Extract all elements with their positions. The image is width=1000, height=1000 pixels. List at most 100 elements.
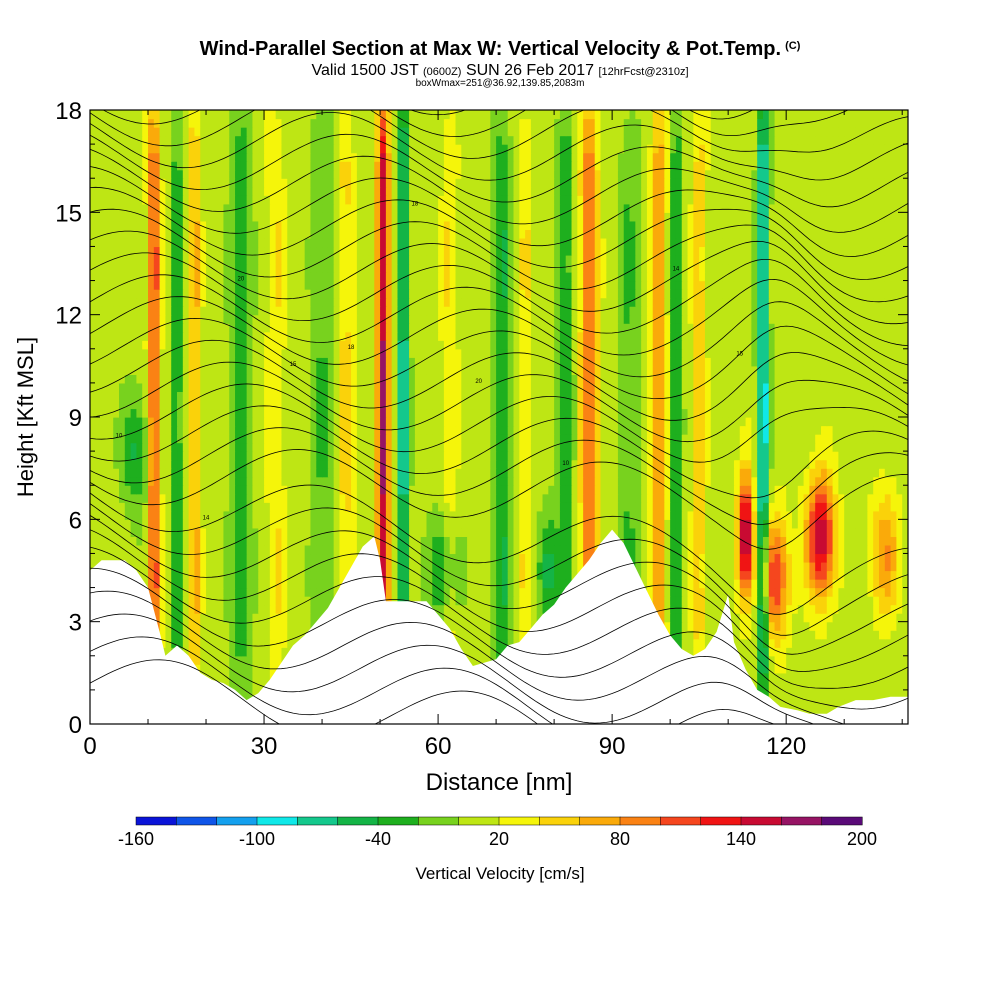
field-cell: [171, 417, 178, 427]
field-cell: [751, 493, 758, 503]
field-cell: [345, 425, 352, 435]
field-cell: [188, 655, 196, 665]
field-cell: [832, 647, 839, 657]
field-cell: [826, 519, 834, 529]
field-cell: [443, 451, 451, 461]
field-cell: [670, 468, 677, 478]
field-cell: [577, 476, 584, 486]
field-cell: [774, 621, 781, 631]
field-cell: [803, 544, 810, 555]
field-cell: [739, 621, 747, 631]
field-cell: [310, 579, 317, 589]
field-cell: [304, 536, 312, 546]
field-cell: [496, 425, 503, 435]
field-cell: [525, 519, 532, 529]
field-cell: [385, 579, 393, 589]
field-cell: [409, 502, 416, 512]
field-cell: [768, 527, 776, 537]
field-cell: [211, 510, 219, 520]
field-cell: [194, 638, 201, 648]
field-cell: [716, 596, 723, 606]
field-cell: [496, 647, 503, 657]
field-cell: [780, 510, 787, 520]
field-cell: [119, 536, 126, 546]
field-cell: [629, 476, 636, 486]
field-cell: [333, 570, 341, 580]
field-cell: [293, 613, 300, 623]
field-cell: [525, 579, 532, 589]
field-cell: [165, 613, 172, 623]
field-cell: [432, 596, 439, 606]
field-cell: [704, 587, 712, 597]
field-cell: [826, 476, 834, 486]
field-cell: [264, 417, 271, 427]
field-cell: [182, 638, 190, 648]
field-cell: [339, 544, 346, 555]
field-cell: [316, 485, 323, 495]
field-cell: [757, 442, 764, 452]
field-cell: [664, 536, 671, 546]
field-cell: [310, 604, 317, 614]
field-cell: [554, 579, 561, 589]
field-cell: [791, 698, 799, 708]
field-cell: [675, 553, 683, 563]
field-cell: [298, 553, 306, 563]
field-cell: [403, 425, 410, 435]
field-cell: [873, 630, 880, 640]
field-cell: [762, 561, 770, 572]
field-cell: [681, 604, 689, 614]
field-cell: [496, 510, 503, 520]
field-cell: [855, 596, 863, 606]
field-cell: [722, 425, 729, 435]
field-cell: [733, 604, 741, 614]
field-cell: [478, 485, 486, 495]
field-cell: [687, 536, 694, 546]
field-cell: [95, 510, 103, 520]
field-cell: [530, 604, 538, 614]
field-cell: [304, 587, 312, 597]
field-cell: [420, 536, 428, 546]
field-cell: [768, 596, 776, 606]
field-cell: [548, 468, 555, 478]
field-cell: [269, 621, 277, 631]
field-cell: [385, 596, 393, 606]
field-cell: [101, 442, 108, 452]
field-cell: [780, 604, 787, 614]
field-cell: [310, 476, 317, 486]
field-cell: [281, 442, 288, 452]
field-cell: [583, 442, 590, 452]
field-cell: [351, 553, 358, 563]
field-cell: [142, 502, 149, 512]
field-cell: [896, 476, 903, 486]
field-cell: [646, 510, 654, 520]
field-cell: [519, 476, 526, 486]
field-cell: [809, 596, 816, 606]
field-cell: [861, 604, 868, 614]
field-cell: [426, 519, 433, 529]
field-cell: [142, 451, 149, 461]
field-cell: [269, 442, 277, 452]
field-cell: [333, 519, 341, 529]
field-cell: [449, 527, 457, 537]
field-cell: [171, 553, 178, 563]
field-cell: [310, 519, 317, 529]
field-cell: [200, 596, 207, 606]
field-cell: [554, 527, 561, 537]
field-cell: [577, 493, 584, 503]
field-cell: [849, 681, 857, 691]
field-cell: [275, 604, 283, 614]
field-cell: [768, 638, 776, 648]
field-cell: [327, 434, 335, 444]
field-cell: [617, 510, 625, 520]
field-cell: [658, 485, 665, 495]
field-cell: [890, 553, 897, 563]
field-cell: [339, 502, 346, 512]
field-cell: [449, 468, 457, 478]
field-cell: [467, 527, 474, 537]
field-cell: [293, 459, 300, 469]
field-cell: [252, 417, 259, 427]
field-cell: [293, 510, 300, 520]
field-cell: [548, 425, 555, 435]
field-cell: [786, 536, 793, 546]
field-cell: [136, 476, 143, 486]
